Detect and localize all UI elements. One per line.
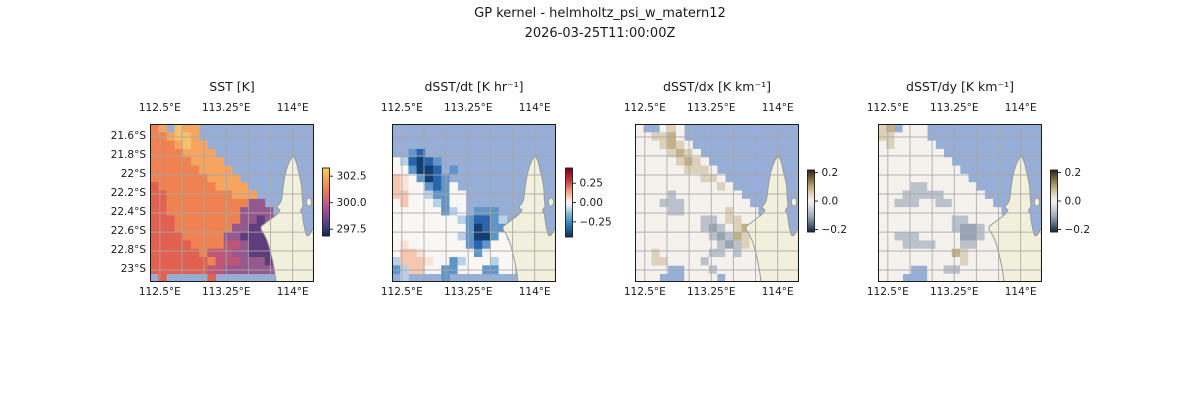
x-tick-label-bottom-0: 112.5°E [623, 286, 666, 298]
colorbar-dsst_dt: 0.25 0.00 −0.25 [565, 167, 612, 238]
x-tick-label-top-1: 113.25°E [201, 102, 251, 114]
colorbar-gradient-bar [1050, 169, 1058, 233]
panel-border [635, 124, 799, 282]
island-shape [1033, 197, 1041, 207]
island-shape [790, 197, 798, 207]
colorbar-tick-label-sst-0: 302.5 [337, 171, 367, 183]
colorbar-dsst_dx: 0.2 0.0 −0.2 [807, 167, 848, 236]
colorbar-tick-label-dsst_dy-2: −0.2 [1065, 224, 1091, 236]
y-tick-label-3: 22.2°S [110, 186, 146, 199]
x-tick-label-top-0: 112.5°E [623, 102, 666, 114]
x-tick-label-bottom-0: 112.5°E [866, 286, 909, 298]
x-tick-label-top-0: 112.5°E [138, 102, 181, 114]
map-panel-dsst_dy [878, 124, 1042, 282]
data-raster [392, 148, 532, 282]
y-tick-label-2: 22°S [120, 168, 146, 181]
colorbar-tick-label-dsst_dy-1: 0.0 [1065, 196, 1082, 208]
x-tick-label-top-1: 113.25°E [443, 102, 493, 114]
y-tick-label-6: 22.8°S [110, 244, 146, 257]
x-tick-label-bottom-1: 113.25°E [201, 286, 251, 298]
panel-title-dsst_dx: dSST/dx [K km⁻¹] [663, 79, 771, 94]
colorbar-tick-label-dsst_dx-2: −0.2 [822, 224, 848, 236]
colorbar-tick-label-sst-1: 300.0 [337, 197, 367, 209]
y-tick-label-0: 21.6°S [110, 129, 146, 142]
panel-title-dsst_dy: dSST/dy [K km⁻¹] [906, 79, 1014, 94]
colorbar-tick-label-dsst_dt-2: −0.25 [580, 216, 612, 228]
figure-title: GP kernel - helmholtz_psi_w_matern12 [474, 6, 726, 21]
panel-border [150, 124, 314, 282]
panel-border [878, 124, 1042, 282]
x-tick-label-bottom-1: 113.25°E [686, 286, 736, 298]
x-tick-label-bottom-1: 113.25°E [929, 286, 979, 298]
colorbar-gradient-bar [807, 169, 815, 233]
x-tick-label-top-2: 114°E [1004, 102, 1037, 114]
y-tick-label-7: 23°S [120, 262, 146, 275]
colorbar-tick-label-sst-2: 297.5 [337, 224, 367, 236]
data-raster [150, 124, 290, 282]
panel-title-dsst_dt: dSST/dt [K hr⁻¹] [424, 79, 524, 94]
x-tick-label-top-0: 112.5°E [380, 102, 423, 114]
map-panel-dsst_dt [392, 124, 556, 282]
y-tick-label-5: 22.6°S [110, 225, 146, 238]
map-panel-sst [150, 124, 314, 282]
data-raster [635, 124, 775, 282]
colorbar-tick-label-dsst_dx-0: 0.2 [822, 167, 839, 179]
x-tick-label-top-1: 113.25°E [929, 102, 979, 114]
colorbar-sst: 302.5 300.0 297.5 [322, 167, 367, 237]
y-tick-label-1: 21.8°S [110, 148, 146, 161]
x-tick-label-top-2: 114°E [761, 102, 794, 114]
panel-title-sst: SST [K] [209, 79, 255, 94]
colorbar-gradient-bar [565, 167, 573, 238]
island-shape [305, 197, 313, 207]
x-tick-label-top-1: 113.25°E [686, 102, 736, 114]
x-tick-label-bottom-2: 114°E [1004, 286, 1037, 298]
colorbar-tick-label-dsst_dy-0: 0.2 [1065, 167, 1082, 179]
x-tick-label-top-2: 114°E [276, 102, 309, 114]
x-tick-label-bottom-2: 114°E [276, 286, 309, 298]
map-panel-dsst_dx [635, 124, 799, 282]
y-tick-label-4: 22.4°S [110, 205, 146, 218]
x-tick-label-top-0: 112.5°E [866, 102, 909, 114]
colorbar-gradient-bar [322, 167, 330, 237]
graticule-gridlines [392, 124, 556, 282]
colorbar-tick-label-dsst_dt-1: 0.00 [580, 197, 603, 209]
colorbar-dsst_dy: 0.2 0.0 −0.2 [1050, 167, 1091, 236]
graticule-gridlines [635, 124, 799, 282]
figure-subtitle: 2026-03-25T11:00:00Z [524, 26, 676, 41]
panel-border [392, 124, 556, 282]
graticule-gridlines [150, 124, 314, 282]
x-tick-label-bottom-2: 114°E [761, 286, 794, 298]
x-tick-label-bottom-0: 112.5°E [380, 286, 423, 298]
island-shape [547, 197, 555, 207]
colorbar-tick-label-dsst_dt-0: 0.25 [580, 178, 603, 190]
colorbar-tick-label-dsst_dx-1: 0.0 [822, 196, 839, 208]
x-tick-label-bottom-2: 114°E [518, 286, 551, 298]
x-tick-label-top-2: 114°E [518, 102, 551, 114]
x-tick-label-bottom-1: 113.25°E [443, 286, 493, 298]
x-tick-label-bottom-0: 112.5°E [138, 286, 181, 298]
